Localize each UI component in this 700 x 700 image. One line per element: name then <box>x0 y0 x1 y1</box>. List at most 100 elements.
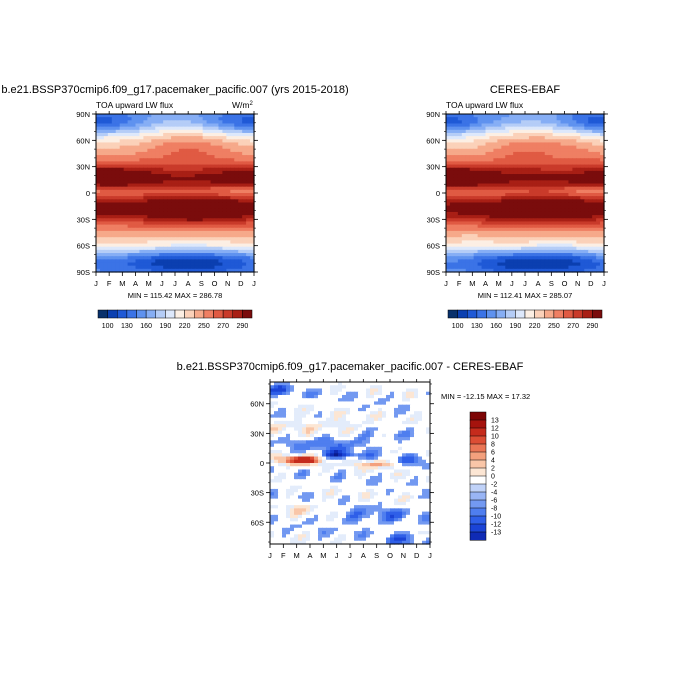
panel1-cell <box>214 148 220 153</box>
panel3-cell <box>282 430 287 435</box>
panel2-cell <box>446 240 451 245</box>
panel2-cell <box>572 189 577 194</box>
panel3-cell <box>322 427 327 432</box>
panel1-cell <box>210 183 216 188</box>
panel1-cell <box>206 186 212 191</box>
panel3-cell <box>334 404 339 409</box>
panel2-cell <box>525 193 530 197</box>
panel1-cell <box>242 189 247 194</box>
panel1-cell <box>163 218 168 223</box>
panel2-cell <box>493 114 498 118</box>
panel2-cell <box>548 189 554 194</box>
panel1-cell <box>163 227 168 232</box>
panel2-cell <box>465 193 471 197</box>
panel1-cell <box>178 139 184 144</box>
panel3-cell <box>354 433 359 438</box>
panel1-cell <box>96 167 101 172</box>
panel2-cell <box>552 164 558 169</box>
panel1-cell <box>151 174 156 178</box>
panel1-cell <box>123 193 129 197</box>
panel2-cell <box>449 167 455 172</box>
panel3-cell <box>306 440 311 445</box>
panel3-cell <box>282 388 287 393</box>
panel3-cell <box>294 385 299 390</box>
panel2-cell <box>513 167 518 172</box>
panel2-cell <box>544 199 550 204</box>
panel1-cell <box>202 123 208 128</box>
panel3-cell <box>302 440 307 445</box>
panel2-cell <box>457 177 463 181</box>
panel1-cell <box>147 136 152 140</box>
panel1-cell <box>111 126 117 131</box>
panel3-cell <box>410 424 415 428</box>
panel1-cell <box>222 230 227 235</box>
panel3-cell <box>290 391 295 396</box>
panel1-cell <box>175 215 180 219</box>
panel1-cell <box>167 126 172 131</box>
panel2-cell <box>505 253 510 257</box>
panel1-cell <box>119 114 125 118</box>
panel3-cell <box>310 404 315 409</box>
panel3-cell <box>378 391 383 396</box>
panel1-cell <box>167 262 172 267</box>
panel2-cell <box>536 120 542 125</box>
panel1-cell <box>123 253 129 257</box>
panel2-cell <box>540 117 546 121</box>
panel2-cell <box>509 253 514 257</box>
panel2-cell <box>540 215 546 219</box>
panel1-cell <box>147 183 152 188</box>
panel2-cell <box>509 167 514 172</box>
panel1-cell <box>99 177 105 181</box>
panel2-cell <box>453 230 459 235</box>
panel1-cell <box>163 123 168 128</box>
panel3-cell <box>418 401 423 406</box>
panel2-cell <box>540 155 546 159</box>
panel1-cell <box>155 167 160 172</box>
panel1-cell <box>151 142 156 147</box>
panel1-cell <box>99 262 105 267</box>
panel1-cell <box>167 246 172 251</box>
panel1-cell <box>214 117 220 121</box>
panel3-cell <box>398 424 403 428</box>
panel2-cell <box>453 237 459 241</box>
panel2-cell <box>457 142 463 147</box>
panel3-cell <box>378 437 383 441</box>
panel3-cell <box>358 424 363 428</box>
panel1-cell <box>171 114 176 118</box>
panel1-cell <box>171 139 176 144</box>
panel1-cell <box>242 129 247 134</box>
panel3-cell <box>378 394 383 399</box>
panel2-cell <box>449 139 455 144</box>
panel1-cell <box>107 193 113 197</box>
panel1-cell <box>198 155 204 159</box>
panel1-cell <box>163 174 168 178</box>
panel2-cell <box>513 136 518 140</box>
panel1-cell <box>163 189 168 194</box>
panel3-cell <box>350 385 355 390</box>
panel1-cell <box>111 240 117 245</box>
panel2-cell <box>572 256 577 260</box>
panel2-cell <box>505 268 510 273</box>
panel2-cell <box>489 205 494 210</box>
panel2-cell <box>457 262 463 267</box>
panel2-cell <box>540 132 546 137</box>
panel2-cell <box>509 243 514 248</box>
panel1-cell <box>119 224 125 229</box>
panel1-cell <box>230 205 235 210</box>
panel1-cell <box>198 139 204 144</box>
panel1-cell <box>178 221 184 226</box>
panel1-cell <box>111 224 117 229</box>
panel2-cell <box>509 234 514 238</box>
panel3-cell <box>318 404 323 409</box>
panel1-cell <box>182 249 188 254</box>
panel2-cell <box>580 253 585 257</box>
panel2-cell <box>493 196 498 200</box>
panel1-cell <box>226 211 231 216</box>
panel2-cell <box>513 126 518 131</box>
panel3-cell <box>378 420 383 425</box>
panel1-cell <box>182 224 188 229</box>
panel2-cell <box>532 234 538 238</box>
panel2-cell <box>446 148 451 153</box>
panel2-cell <box>453 170 459 175</box>
panel1-cell <box>250 151 255 156</box>
